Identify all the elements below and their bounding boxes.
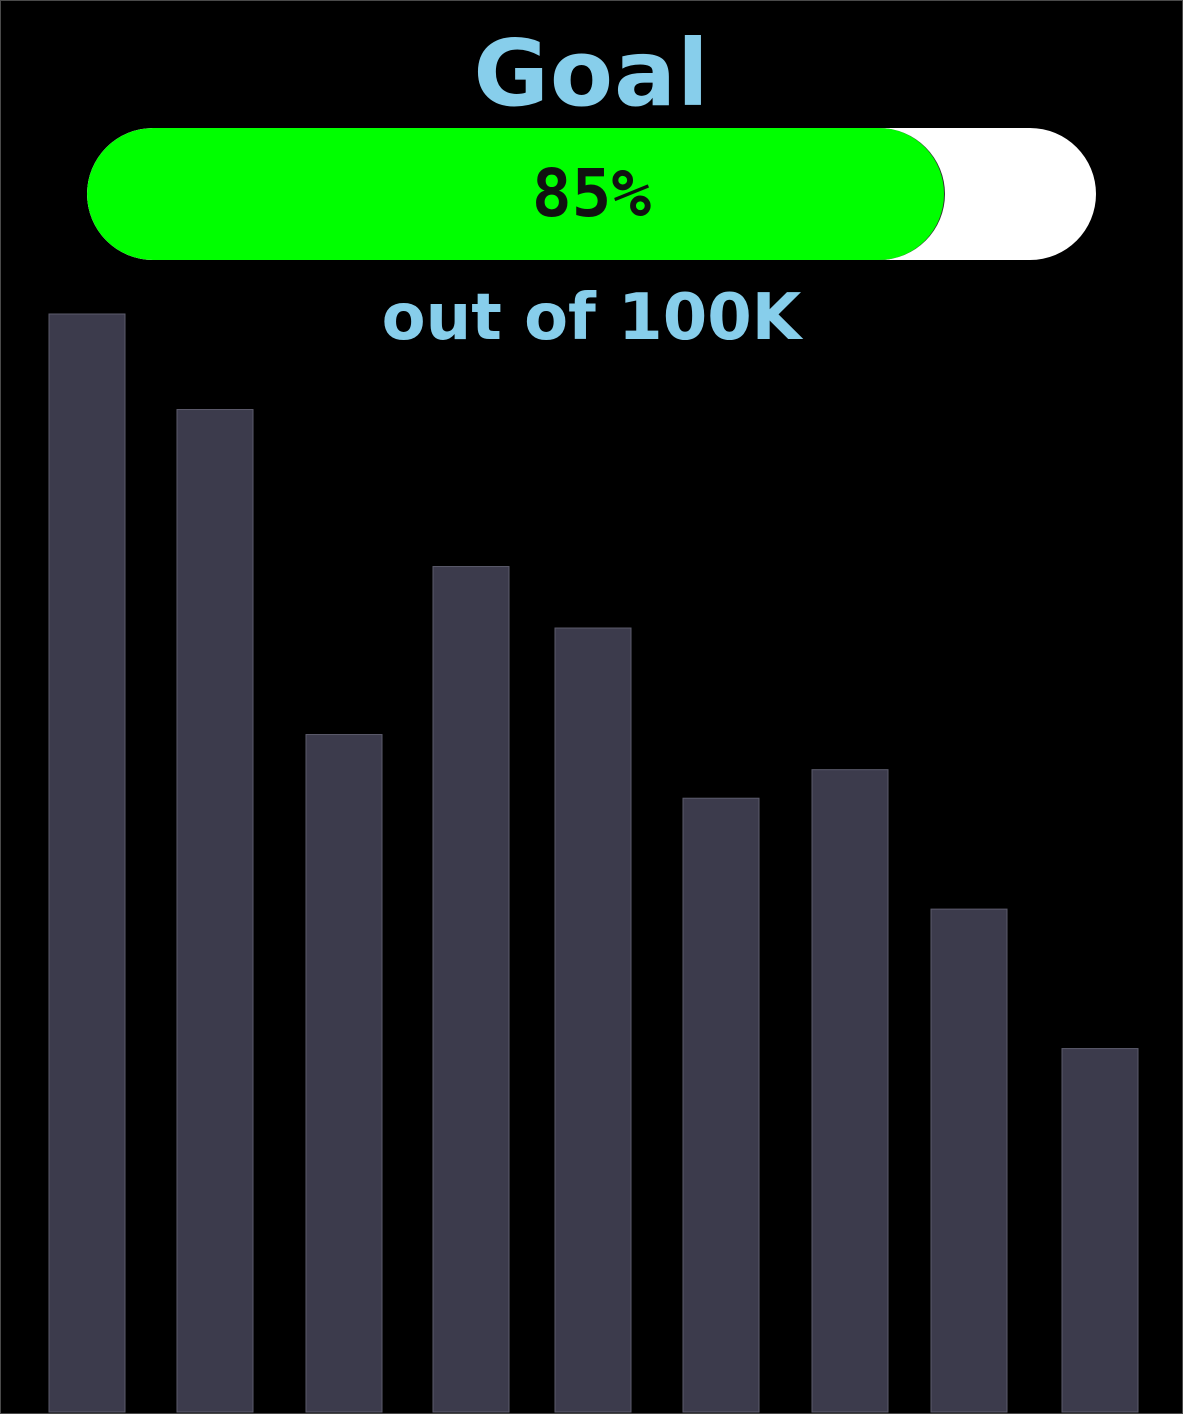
bar-2 (176, 409, 254, 1413)
goal-target-label: out of 100K (381, 281, 802, 355)
goal-title: Goal (473, 20, 710, 127)
goal-progress-label: 85% (531, 155, 652, 232)
bar-7 (811, 769, 889, 1413)
goal-progress-fill (87, 128, 945, 260)
bar-5 (554, 627, 632, 1413)
bar-4 (432, 566, 510, 1413)
bar-9 (1061, 1048, 1139, 1413)
bar-1 (48, 313, 126, 1413)
bar-6 (682, 797, 760, 1413)
bar-8 (930, 908, 1008, 1413)
goal-progress-bar: 85% (87, 128, 1096, 260)
bar-3 (305, 734, 383, 1413)
